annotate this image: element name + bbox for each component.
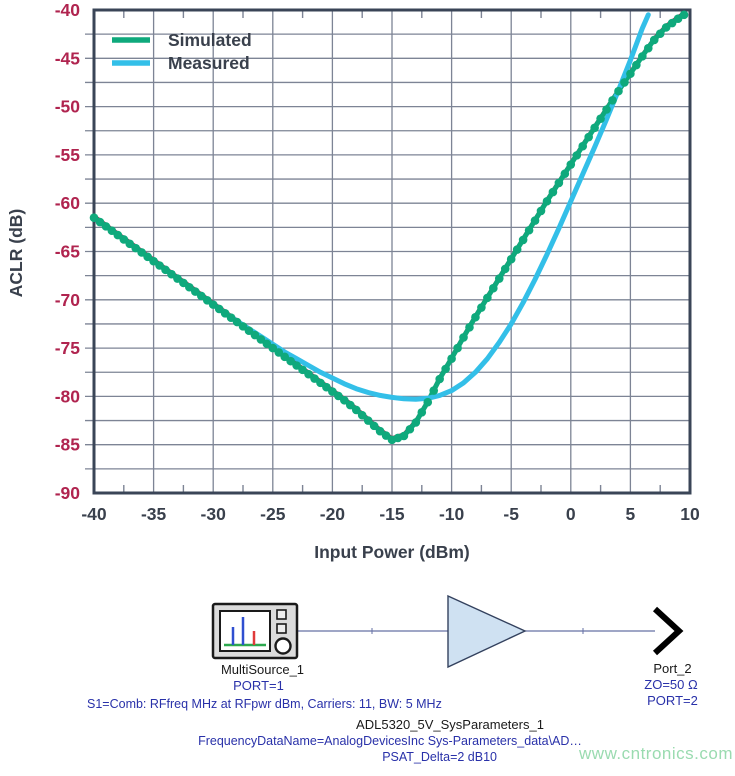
- amplifier-icon: [447, 594, 527, 669]
- legend-measured-label: Measured: [168, 53, 250, 73]
- amplifier-name-label: ADL5320_5V_SysParameters_1: [356, 717, 544, 732]
- instrument-button-icon: [276, 623, 287, 634]
- svg-text:10: 10: [680, 504, 700, 524]
- svg-text:5: 5: [626, 504, 636, 524]
- y-axis-tick-labels: -40 -45 -50 -55 -60 -65 -70 -75 -80 -85 -90: [55, 0, 81, 503]
- aclr-chart: -40-45-50-55-60-65-70-75-80-85-90 -40 -35…: [6, 0, 700, 562]
- multisource-instrument-icon: [211, 602, 299, 660]
- instrument-button-icon: [276, 609, 287, 620]
- svg-text:-75: -75: [55, 338, 81, 358]
- y-axis-title: ACLR (dB): [6, 209, 26, 297]
- svg-text:-50: -50: [55, 97, 81, 117]
- multisource-port-param: PORT=1: [233, 678, 284, 693]
- simulated-series-markers: [89, 10, 689, 445]
- x-axis-tick-labels: -40 -35 -30 -25 -20 -15 -10 -5 0 5 10: [81, 504, 700, 524]
- measured-series-line: [210, 12, 651, 402]
- x-axis-title: Input Power (dBm): [314, 542, 470, 562]
- svg-text:-65: -65: [55, 242, 81, 262]
- multisource-name-label: MultiSource_1: [220, 662, 305, 677]
- svg-text:-45: -45: [55, 48, 81, 68]
- svg-text:-35: -35: [141, 504, 167, 524]
- amplifier-frequency-param: FrequencyDataName=AnalogDevicesInc Sys-P…: [198, 734, 582, 748]
- schematic-wires: [297, 628, 655, 634]
- port2-impedance-param: ZO=50 Ω: [644, 677, 698, 692]
- svg-text:-40: -40: [81, 504, 107, 524]
- multisource-s1-param: S1=Comb: RFfreq MHz at RFpwr dBm, Carrie…: [87, 697, 442, 711]
- svg-text:-60: -60: [55, 193, 81, 213]
- port2-port-param: PORT=2: [647, 693, 698, 708]
- svg-text:-20: -20: [320, 504, 346, 524]
- signal-chain-schematic: [211, 594, 684, 669]
- svg-text:-90: -90: [55, 483, 81, 503]
- svg-text:0: 0: [566, 504, 576, 524]
- watermark-text: www.cntronics.com: [579, 744, 733, 763]
- svg-text:-55: -55: [55, 145, 81, 165]
- svg-text:-40: -40: [55, 0, 81, 20]
- chart-legend: Simulated Measured: [112, 30, 252, 73]
- output-port-arrow-icon: [652, 606, 684, 656]
- svg-text:-5: -5: [503, 504, 519, 524]
- svg-text:-70: -70: [55, 290, 81, 310]
- svg-text:-85: -85: [55, 435, 81, 455]
- port2-name-label: Port_2: [653, 661, 692, 676]
- svg-text:-80: -80: [55, 386, 81, 406]
- legend-simulated-label: Simulated: [168, 30, 252, 50]
- svg-text:-25: -25: [260, 504, 286, 524]
- chart-grid: [85, 10, 690, 493]
- chart-border: [92, 8, 692, 495]
- svg-text:-15: -15: [379, 504, 405, 524]
- svg-text:-10: -10: [439, 504, 465, 524]
- amplifier-psat-param: PSAT_Delta=2 dB10: [382, 750, 497, 764]
- simulated-series-edge-line: [93, 11, 685, 440]
- spectrum-trace-icon: [224, 617, 266, 647]
- instrument-knob-icon: [274, 637, 292, 655]
- svg-text:-30: -30: [201, 504, 227, 524]
